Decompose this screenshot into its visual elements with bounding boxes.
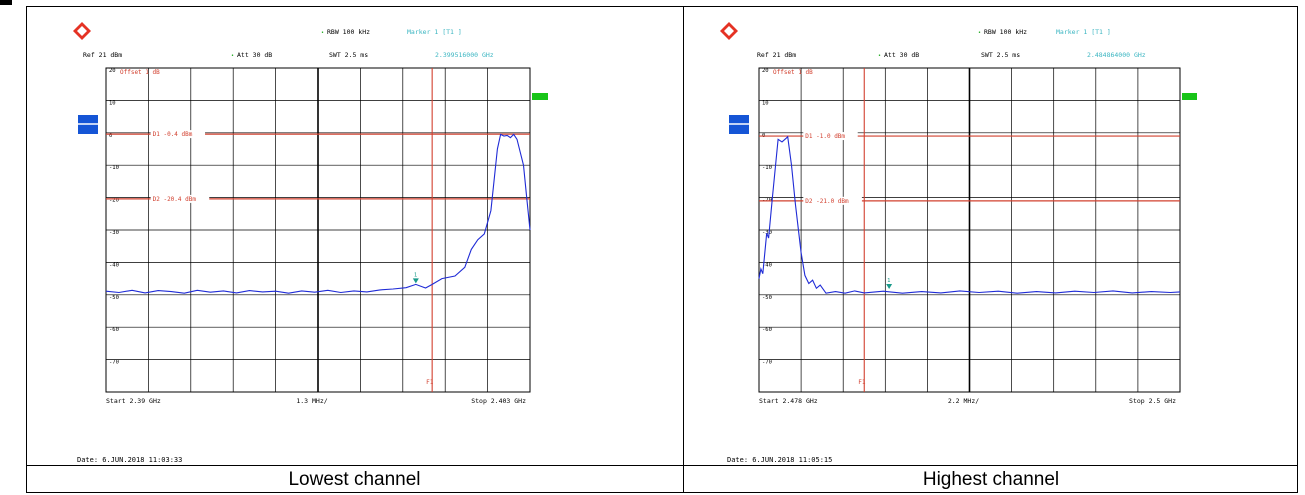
y-tick-label: -40 — [762, 262, 772, 268]
rbw-label: RBW 100 kHz — [327, 28, 370, 36]
spectrum-trace — [758, 135, 1181, 294]
y-tick-label: -50 — [109, 295, 119, 301]
display-line-d1-label: D1 -0.4 dBm — [153, 131, 193, 138]
x-start-label: Start 2.39 GHz — [106, 397, 161, 405]
display-line-d1-label-bg — [150, 130, 206, 139]
y-tick-label: 10 — [762, 100, 769, 106]
figure-frame — [26, 6, 1298, 493]
status-indicator-tab — [532, 93, 548, 100]
y-tick-label: 10 — [109, 100, 116, 106]
attenuation-label: Att 30 dB — [237, 51, 272, 59]
spectrum-trace — [105, 133, 531, 294]
rohde-schwarz-logo-icon — [720, 22, 738, 40]
y-tick-label: 20 — [762, 68, 769, 74]
sweep-time-label: SWT 2.5 ms — [329, 51, 368, 59]
sweep-time-label: SWT 2.5 ms — [981, 51, 1020, 59]
display-line-d2-label: D2 -21.0 dBm — [805, 198, 849, 205]
ref-level-label: Ref 21 dBm — [757, 51, 796, 59]
frequency-line-f1-label: F1 — [426, 379, 434, 386]
y-tick-label: -10 — [762, 165, 772, 171]
marker-frequency-label: 2.484864000 GHz — [1087, 51, 1146, 59]
x-start-label: Start 2.478 GHz — [759, 397, 818, 405]
marker-label: Marker 1 [T1 ] — [1056, 28, 1111, 36]
x-division-label: 2.2 MHz/ — [948, 397, 979, 405]
rbw-coupled-dot: • — [321, 30, 324, 36]
x-stop-label: Stop 2.5 GHz — [1129, 397, 1176, 405]
y-tick-label: -70 — [109, 360, 119, 366]
rbw-label: RBW 100 kHz — [984, 28, 1027, 36]
display-line-d2-label: D2 -20.4 dBm — [153, 196, 197, 203]
logo-inner-shape — [724, 26, 734, 36]
marker-1-label: 1 — [414, 272, 417, 278]
date-label: Date: 6.JUN.2018 11:03:33 — [77, 456, 182, 464]
x-stop-label: Stop 2.403 GHz — [471, 397, 526, 405]
frequency-line-f1-label: F1 — [858, 379, 866, 386]
y-tick-label: -40 — [109, 262, 119, 268]
display-line-d2-label-bg — [150, 194, 210, 203]
y-tick-label: -10 — [109, 165, 119, 171]
offset-label: Offset 1 dB — [773, 69, 813, 76]
marker-frequency-label: 2.399516000 GHz — [435, 51, 494, 59]
ref-level-label: Ref 21 dBm — [83, 51, 122, 59]
rohde-schwarz-logo-icon — [73, 22, 91, 40]
display-line-d2-label-bg — [803, 196, 862, 205]
marker-1-label: 1 — [887, 278, 890, 284]
y-tick-label: -50 — [762, 295, 772, 301]
spectrum-plot-lowest-channel: • RBW 100 kHz Marker 1 [T1 ]Ref 21 dBm • Att… — [73, 22, 548, 464]
display-line-d1-label: D1 -1.0 dBm — [805, 133, 845, 140]
y-tick-label: -20 — [109, 198, 119, 204]
rbw-coupled-dot: • — [978, 30, 981, 36]
marker-label: Marker 1 [T1 ] — [407, 28, 462, 36]
offset-label: Offset 1 dB — [120, 69, 160, 76]
marker-1-symbol — [412, 278, 419, 284]
att-coupled-dot: • — [231, 53, 234, 59]
caption-highest-channel: Highest channel — [922, 469, 1060, 490]
y-tick-label: -30 — [762, 230, 772, 236]
y-tick-label: 20 — [109, 68, 116, 74]
y-tick-label: -60 — [762, 327, 772, 333]
x-division-label: 1.3 MHz/ — [296, 397, 327, 405]
attenuation-label: Att 30 dB — [884, 51, 919, 59]
att-coupled-dot: • — [878, 53, 881, 59]
y-tick-label: -30 — [109, 230, 119, 236]
spectrum-plot-highest-channel: • RBW 100 kHz Marker 1 [T1 ]Ref 21 dBm • Att… — [720, 22, 1197, 464]
marker-1-symbol — [886, 283, 893, 289]
status-indicator-tab — [1182, 93, 1197, 100]
vertical-divider — [683, 6, 684, 493]
date-label: Date: 6.JUN.2018 11:05:15 — [727, 456, 832, 464]
logo-inner-shape — [77, 26, 87, 36]
caption-lowest-channel: Lowest channel — [288, 469, 421, 490]
corner-mark — [0, 0, 12, 5]
y-tick-label: -70 — [762, 360, 772, 366]
y-tick-label: 0 — [109, 133, 112, 139]
display-line-d1-label-bg — [803, 132, 858, 141]
y-tick-label: -60 — [109, 327, 119, 333]
caption-divider — [26, 465, 1298, 466]
